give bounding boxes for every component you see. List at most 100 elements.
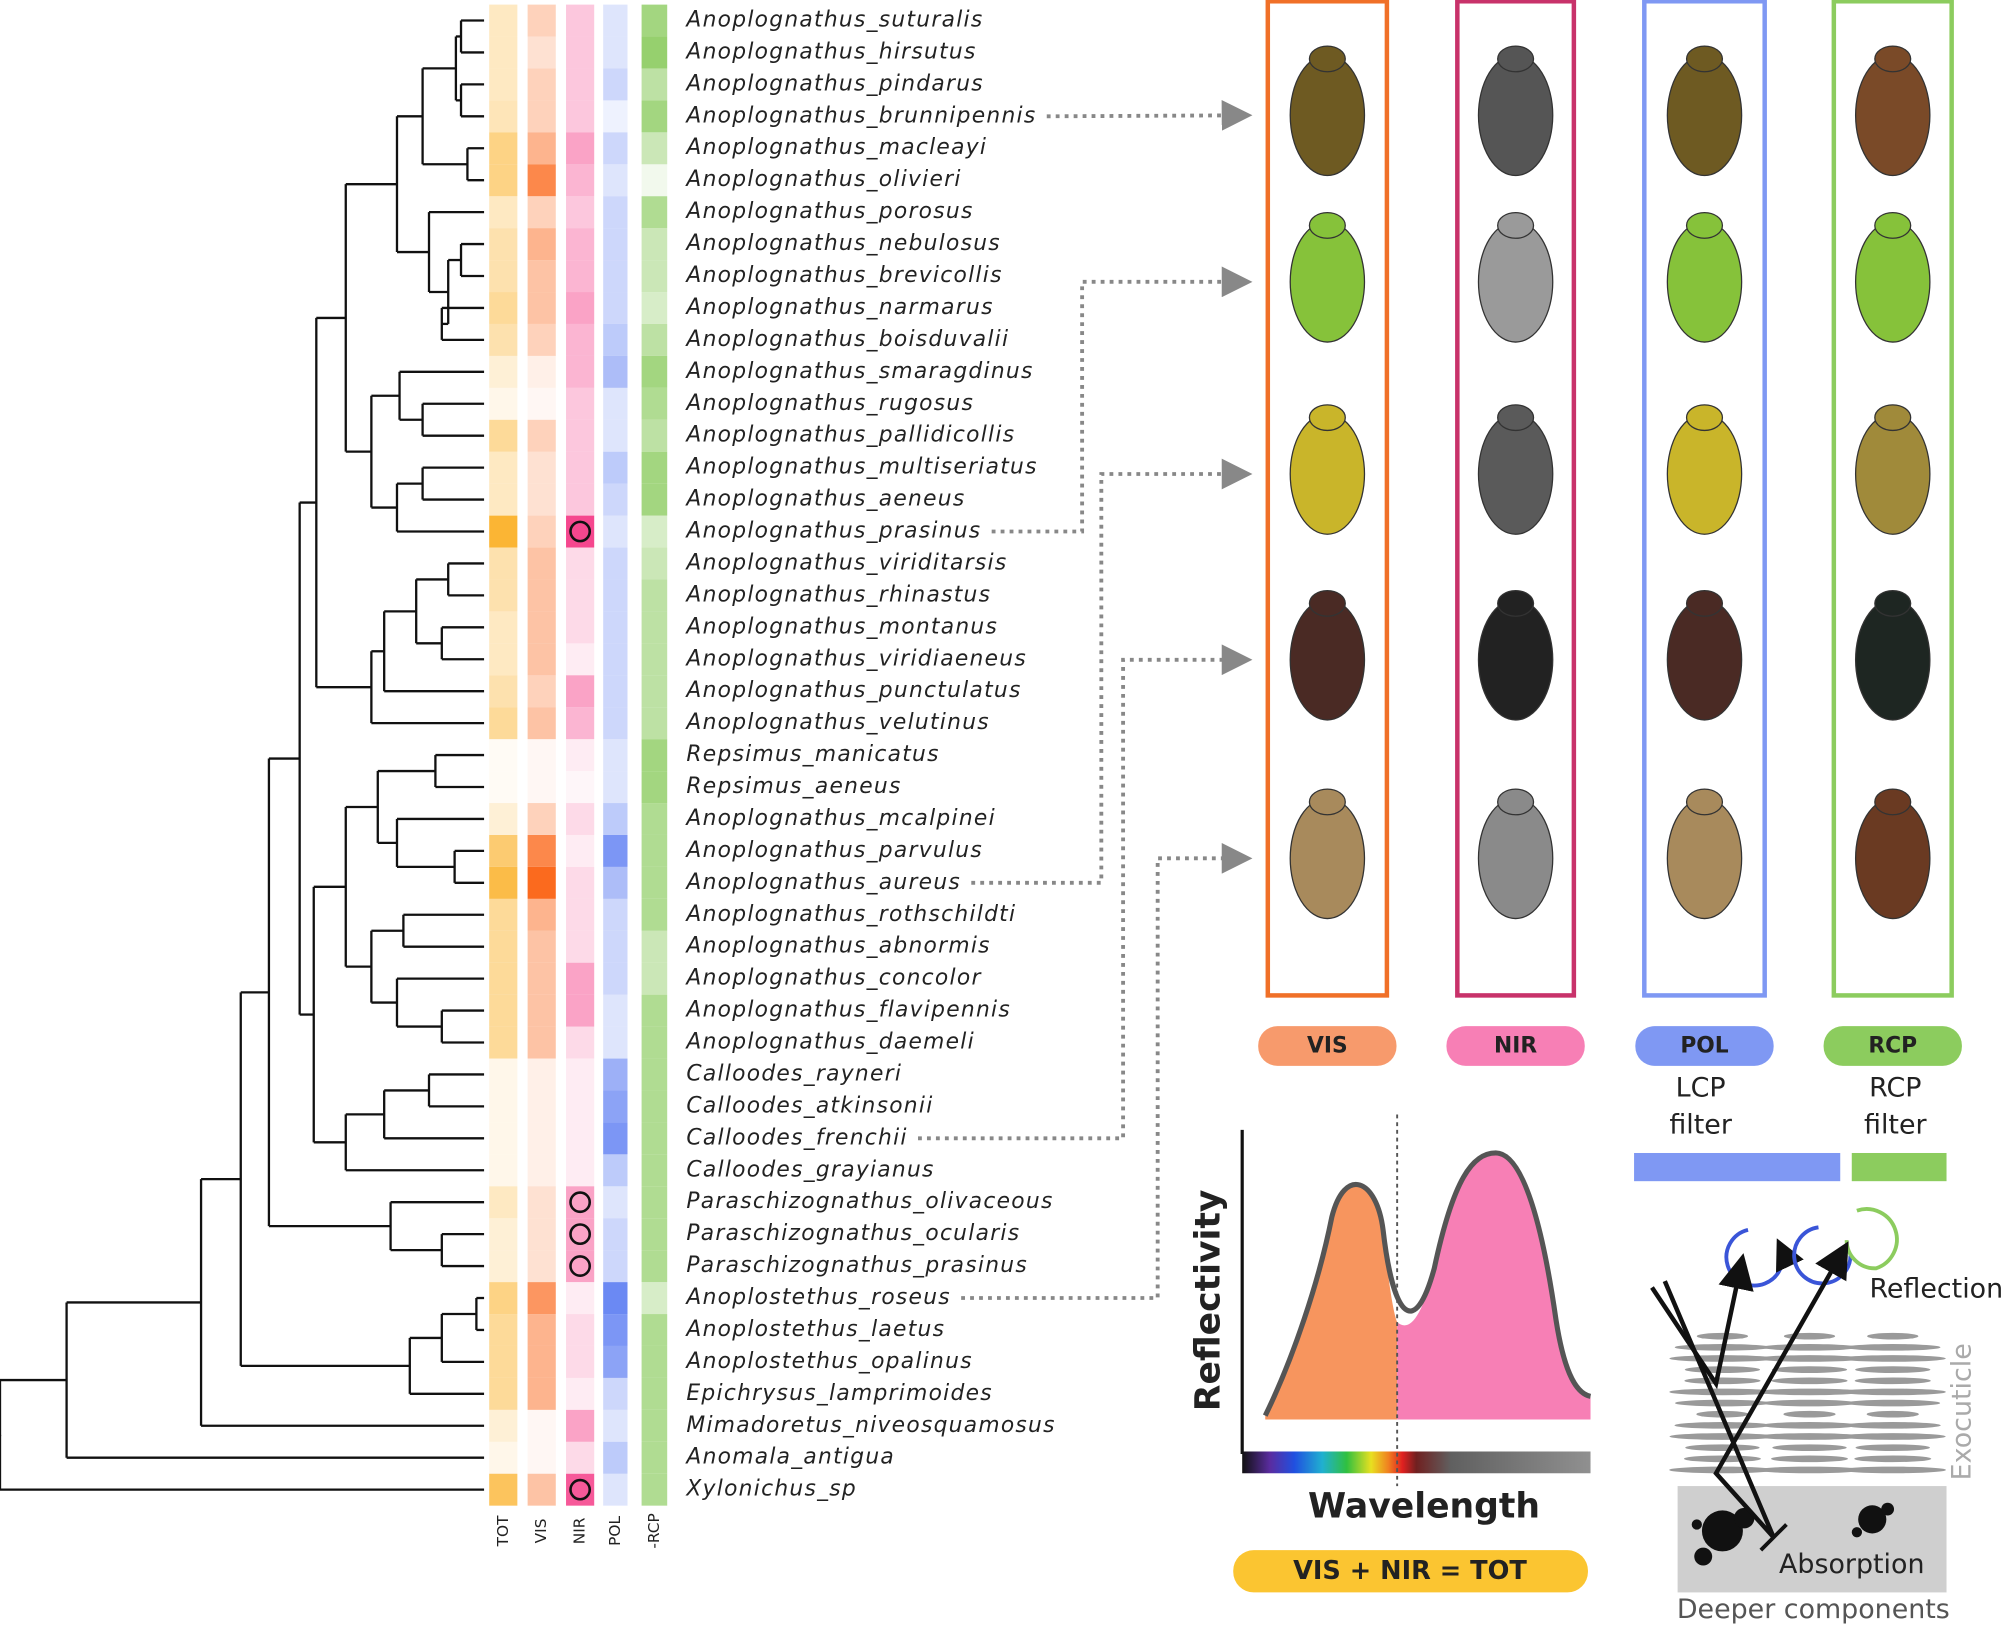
heat-cell bbox=[603, 1409, 628, 1442]
heat-cell bbox=[489, 803, 518, 835]
heat-cell bbox=[527, 260, 556, 293]
x-label: Wavelength bbox=[1308, 1486, 1540, 1526]
layer bbox=[1839, 1466, 1946, 1474]
layer bbox=[1855, 1444, 1930, 1451]
species-label: Mimadoretus_niveosquamosus bbox=[686, 1413, 1055, 1438]
species-label: Paraschizognathus_prasinus bbox=[686, 1253, 1028, 1278]
heat-cell bbox=[566, 387, 595, 420]
species-label: Calloodes_atkinsonii bbox=[686, 1093, 933, 1118]
heat-cell bbox=[566, 579, 595, 612]
species-label: Anoplognathus_daemeli bbox=[684, 1030, 975, 1055]
heat-cell bbox=[641, 1186, 668, 1219]
species-label: Anoplognathus_viridiaeneus bbox=[684, 646, 1027, 671]
beetle-head bbox=[1874, 212, 1912, 239]
heat-cell bbox=[603, 643, 628, 676]
heat-cell bbox=[489, 1090, 518, 1123]
species-label: Anoplognathus_suturalis bbox=[684, 7, 983, 32]
heat-cell bbox=[566, 4, 595, 37]
heat-cell bbox=[603, 898, 628, 931]
pigments bbox=[1691, 1502, 1895, 1566]
column-label: TOT bbox=[494, 1515, 512, 1547]
heat-cell bbox=[603, 1186, 628, 1219]
heat-cell bbox=[566, 292, 595, 324]
layer bbox=[1844, 1422, 1941, 1429]
heat-cell bbox=[527, 1186, 556, 1219]
heat-cell bbox=[489, 771, 518, 804]
species-label: Anoplognathus_punctulatus bbox=[684, 678, 1021, 703]
heat-cell bbox=[566, 1090, 595, 1123]
nir-circle bbox=[569, 1191, 592, 1214]
heat-cell bbox=[641, 898, 668, 931]
beetle-head bbox=[1685, 212, 1724, 239]
heat-cell bbox=[603, 1314, 628, 1346]
heat-cell bbox=[603, 1154, 628, 1187]
beetle bbox=[1477, 54, 1554, 177]
heat-cell bbox=[566, 771, 595, 804]
layer bbox=[1854, 1377, 1931, 1385]
heat-cell bbox=[641, 164, 668, 197]
species-label: Anoplognathus_abnormis bbox=[684, 934, 990, 959]
beetle-head bbox=[1874, 788, 1912, 816]
heat-cell bbox=[527, 515, 556, 548]
heat-cell bbox=[641, 611, 668, 644]
heat-cell bbox=[527, 68, 556, 101]
layer bbox=[1669, 1433, 1776, 1440]
species-label: Anoplognathus_macleayi bbox=[684, 135, 987, 160]
heat-cell bbox=[489, 228, 518, 261]
heat-cell bbox=[641, 866, 668, 899]
heat-cell bbox=[489, 451, 518, 484]
heat-cell bbox=[489, 260, 518, 293]
band-pill bbox=[1446, 1026, 1585, 1066]
heat-cell bbox=[566, 1026, 595, 1059]
heat-cell bbox=[641, 292, 668, 324]
filter-label: filter bbox=[1669, 1110, 1732, 1141]
layer bbox=[1756, 1466, 1863, 1474]
heat-cell bbox=[566, 355, 595, 388]
beetle-head bbox=[1685, 404, 1724, 432]
heat-cell bbox=[641, 1026, 668, 1059]
heat-cell bbox=[641, 707, 668, 740]
beetle bbox=[1289, 797, 1366, 920]
heat-cell bbox=[566, 675, 595, 708]
heat-cell bbox=[527, 4, 556, 37]
heat-cell bbox=[489, 675, 518, 708]
layer bbox=[1761, 1422, 1858, 1429]
heat-cell bbox=[527, 1122, 556, 1155]
heat-cell bbox=[603, 994, 628, 1027]
heat-cell bbox=[641, 1154, 668, 1187]
rcp-circle bbox=[1844, 1207, 1899, 1271]
nir-circle bbox=[569, 520, 592, 543]
heat-cell bbox=[566, 547, 595, 580]
heat-cell bbox=[566, 36, 595, 69]
beetle-head bbox=[1497, 788, 1535, 816]
band-pill bbox=[1258, 1026, 1397, 1066]
layer bbox=[1866, 1410, 1919, 1418]
species-label: Anoplognathus_viriditarsis bbox=[684, 550, 1007, 575]
band-label: VIS bbox=[1307, 1034, 1348, 1059]
heat-cell bbox=[489, 707, 518, 740]
heat-cell bbox=[641, 1218, 668, 1251]
heat-cell bbox=[603, 36, 628, 69]
species-label: Anoplognathus_pallidicollis bbox=[684, 423, 1015, 448]
heat-cell bbox=[641, 1377, 668, 1410]
heat-cell bbox=[603, 1441, 628, 1474]
heat-cell bbox=[566, 483, 595, 516]
beetle bbox=[1666, 54, 1743, 177]
beetle-head bbox=[1497, 589, 1535, 617]
beetle-head bbox=[1308, 404, 1346, 432]
heat-cell bbox=[527, 739, 556, 772]
beetle-head bbox=[1497, 212, 1535, 239]
heat-cell bbox=[489, 739, 518, 772]
absorb-mark bbox=[1759, 1523, 1788, 1552]
heat-cell bbox=[489, 611, 518, 644]
heat-cell bbox=[527, 1026, 556, 1059]
heat-cell bbox=[527, 1377, 556, 1410]
layer bbox=[1696, 1332, 1749, 1340]
species-label: Anoplognathus_brevicollis bbox=[684, 263, 1002, 288]
heat-cell bbox=[566, 196, 595, 229]
reflection-label: Reflection bbox=[1869, 1274, 2003, 1305]
heat-cell bbox=[566, 1058, 595, 1091]
heat-cell bbox=[641, 803, 668, 835]
layer bbox=[1761, 1344, 1858, 1351]
